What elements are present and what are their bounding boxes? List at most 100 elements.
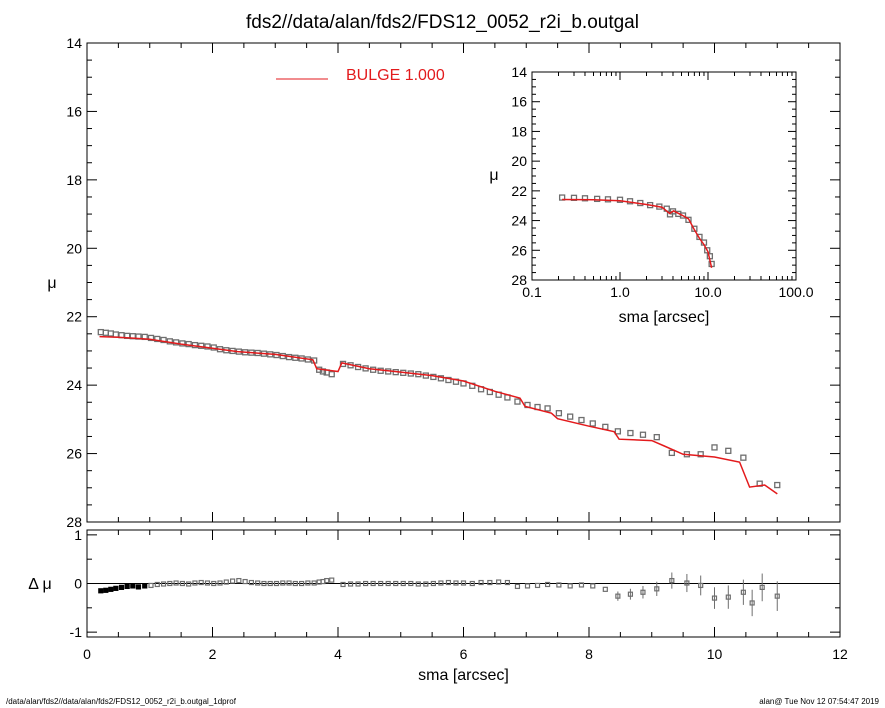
residual-x-tick-label: 8 — [585, 646, 593, 662]
residual-data-point — [400, 580, 406, 587]
residual-data-point — [514, 583, 521, 590]
residual-data-point — [130, 583, 136, 589]
inset-data-point — [616, 196, 624, 203]
residual-data-point — [103, 587, 109, 593]
residual-data-point — [423, 581, 429, 587]
main-data-point — [725, 447, 732, 454]
inset-x-tick-label: 10.0 — [694, 284, 721, 300]
inset-x-tick-label: 0.1 — [522, 284, 542, 300]
inset-y-tick-label: 22 — [511, 183, 527, 199]
inset-x-tick-label: 1.0 — [610, 284, 630, 300]
main-y-tick-label: 14 — [66, 35, 82, 51]
residual-data-point — [267, 580, 273, 587]
inset-y-tick-label: 24 — [511, 213, 527, 229]
main-data-point — [589, 420, 596, 427]
residual-data-point — [329, 577, 335, 583]
inset-y-tick-label: 28 — [511, 272, 527, 288]
footer-path: /data/alan/fds2//data/alan/fds2/FDS12_00… — [6, 697, 236, 706]
inset-y-tick-label: 20 — [511, 153, 527, 169]
bulge-model-line — [99, 335, 778, 495]
residual-data-point — [759, 584, 765, 590]
main-data-point — [102, 329, 109, 336]
residual-x-tick-label: 10 — [707, 646, 723, 662]
residual-data-point — [684, 580, 690, 586]
residual-data-point — [242, 578, 248, 585]
residual-data-point — [415, 581, 421, 587]
residual-data-point — [370, 580, 376, 587]
residual-data-point — [496, 579, 502, 585]
chart-title: fds2//data/alan/fds2/FDS12_0052_r2i_b.ou… — [246, 12, 639, 33]
inset-y-tick-label: 26 — [511, 242, 527, 258]
main-data-point — [639, 431, 647, 438]
residual-data-point — [711, 595, 718, 601]
main-y-tick-label: 16 — [66, 103, 82, 119]
inset-data-point — [685, 216, 692, 223]
main-data-point — [668, 449, 675, 457]
inset-plot-frame — [531, 71, 797, 281]
residual-data-point — [204, 580, 211, 586]
main-data-point — [147, 334, 155, 342]
residual-data-point — [453, 580, 459, 586]
inset-data-point — [594, 195, 601, 203]
main-data-point — [154, 335, 161, 343]
residual-data-point — [504, 579, 511, 586]
residual-data-point — [340, 581, 346, 588]
residual-data-point — [299, 580, 305, 587]
inset-data-point — [704, 247, 711, 254]
inset-y-tick-label: 18 — [511, 123, 527, 139]
main-data-point — [107, 330, 114, 337]
residual-data-point — [261, 580, 267, 587]
main-data-point — [160, 336, 167, 344]
inset-y-axis-label: μ — [489, 167, 498, 184]
residual-data-point — [142, 583, 148, 589]
residual-data-point — [445, 579, 452, 586]
residual-y-tick-label: 0 — [74, 576, 82, 592]
main-data-point — [653, 433, 660, 441]
residual-data-point — [567, 583, 573, 589]
main-data-point — [567, 413, 574, 420]
residual-data-point — [113, 585, 119, 591]
footer-timestamp: alan@ Tue Nov 12 07:54:47 2019 — [759, 697, 879, 706]
residual-y-tick-label: -1 — [70, 624, 83, 640]
inset-data-point — [679, 212, 687, 219]
residual-data-point — [363, 580, 369, 587]
residual-data-point — [255, 580, 261, 586]
inset-panel: 14 16 18 20 22 24 26 280.1 1.0 10.0 100.0 sma [arcs… — [489, 64, 813, 326]
residual-data-point — [578, 582, 585, 588]
residual-data-point — [487, 579, 493, 586]
main-data-point — [97, 328, 104, 336]
main-data-point — [627, 429, 634, 437]
residual-data-point — [311, 580, 317, 586]
residual-data-point — [408, 580, 414, 587]
main-y-tick-label: 18 — [66, 172, 82, 188]
residual-data-point — [725, 594, 731, 600]
residual-data-point — [273, 580, 280, 587]
residual-data-point — [590, 583, 596, 589]
main-data-point — [614, 428, 622, 435]
main-data-point — [578, 416, 585, 424]
residual-data-point — [393, 580, 399, 587]
main-data-point — [544, 405, 551, 412]
residual-data-point — [324, 577, 330, 584]
legend-label: BULGE 1.000 — [346, 67, 445, 84]
main-data-point — [774, 481, 781, 489]
residual-data-point — [654, 586, 660, 592]
residual-data-point — [355, 581, 361, 587]
main-data-point — [514, 398, 521, 405]
residual-data-point — [615, 593, 621, 599]
residual-data-point — [124, 583, 130, 590]
main-data-point — [740, 454, 747, 461]
residual-data-point — [135, 584, 142, 590]
residual-data-point — [640, 589, 646, 595]
inset-y-tick-label: 16 — [511, 94, 527, 110]
residual-y-axis-label: Δ μ — [28, 576, 51, 593]
residual-data-point — [669, 577, 675, 584]
inset-model-line — [562, 198, 713, 268]
inset-x-axis-label: sma [arcsec] — [619, 309, 710, 326]
residual-data-point — [378, 580, 384, 587]
residual-data-point — [556, 582, 562, 588]
residual-y-tick-label: 1 — [74, 527, 82, 543]
residual-data-point — [223, 579, 229, 585]
